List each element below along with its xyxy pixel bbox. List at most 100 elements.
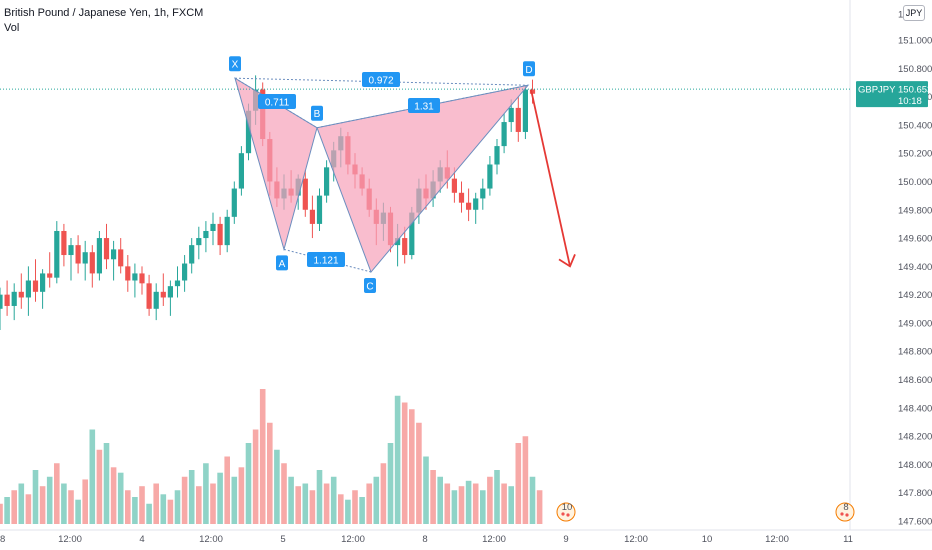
candle-body: [75, 245, 81, 264]
candle-body: [32, 280, 39, 292]
y-tick-label: 149.200: [898, 290, 932, 301]
volume-bar: [61, 483, 67, 524]
candle-body: [302, 178, 308, 210]
x-tick-label: 5: [280, 534, 285, 545]
volume-bar: [465, 480, 472, 524]
y-tick-label: 149.000: [898, 318, 932, 329]
candle-body: [118, 249, 124, 267]
volume-bar: [423, 456, 429, 524]
volume-bar: [409, 409, 415, 524]
x-tick-label: 4: [139, 534, 144, 545]
candle-body: [515, 107, 521, 132]
event-dot: [561, 512, 565, 516]
volume-bar: [494, 470, 500, 524]
volume-bar: [380, 463, 387, 524]
pattern-point-label: A: [279, 259, 286, 270]
candle-body: [139, 273, 145, 284]
x-tick-label: 11: [843, 534, 853, 545]
volume-bar: [238, 467, 245, 524]
volume-bar: [245, 443, 252, 524]
volume-bar: [103, 443, 110, 524]
volume-bar: [480, 490, 486, 524]
ratio-badge: [258, 94, 296, 109]
volume-bar: [125, 490, 131, 524]
volume-bar: [259, 389, 266, 524]
candle-body: [494, 146, 500, 165]
chart-legend: British Pound / Japanese Yen, 1h, FXCM V…: [4, 6, 203, 36]
candle-body: [466, 202, 472, 210]
y-tick-label: 149.600: [898, 234, 932, 245]
candle-body: [508, 107, 514, 123]
volume-bar: [529, 476, 536, 524]
candle-body: [4, 294, 10, 306]
volume-bar: [274, 449, 280, 524]
event-dot: [840, 512, 844, 516]
candle-body: [0, 294, 3, 309]
volume-bar: [139, 486, 145, 524]
volume-bar: [18, 483, 25, 524]
price-tag-countdown: 10:18: [898, 96, 922, 107]
ratio-badge: [362, 72, 400, 87]
event-badge-count: 8: [843, 502, 848, 513]
volume-bar: [501, 483, 507, 524]
volume-bar: [32, 470, 39, 524]
volume-bar: [387, 443, 394, 524]
volume-bar: [89, 429, 96, 524]
y-tick-label: 150.800: [898, 64, 932, 75]
volume-bar: [75, 499, 81, 524]
currency-badge[interactable]: JPY: [903, 5, 925, 21]
candle-body: [40, 273, 46, 292]
volume-bar: [472, 483, 479, 524]
volume-bar: [444, 483, 451, 524]
ratio-label: 0.972: [368, 76, 393, 87]
candle-body: [529, 89, 536, 94]
pattern-point-badge: [276, 255, 288, 271]
x-tick-label: 12:00: [58, 534, 82, 545]
volume-bar: [437, 476, 443, 524]
volume-indicator-label[interactable]: Vol: [4, 22, 20, 34]
y-tick-label: 149.400: [898, 262, 932, 273]
event-dot: [566, 513, 570, 517]
volume-bar: [487, 476, 493, 524]
candle-body: [324, 167, 330, 196]
volume-bar: [181, 476, 188, 524]
candle-body: [501, 122, 507, 147]
pattern-point-label: C: [366, 282, 373, 293]
candle-body: [111, 249, 117, 260]
candle-body: [182, 263, 188, 281]
candle-body: [160, 291, 166, 298]
volume-bar: [110, 467, 117, 524]
volume-bar: [288, 476, 294, 524]
volume-bar: [373, 476, 380, 524]
y-tick-label: 148.400: [898, 403, 932, 414]
x-tick-label: 12:00: [341, 534, 365, 545]
pattern-point-badge: [311, 105, 323, 121]
candle-body: [146, 283, 152, 309]
volume-bar: [174, 490, 181, 524]
pattern-point-badge: [364, 278, 376, 294]
candle-body: [395, 238, 401, 246]
y-tick-label: 148.000: [898, 460, 932, 471]
volume-bar: [210, 483, 216, 524]
candle-body: [89, 252, 95, 274]
candle-body: [245, 110, 252, 154]
candle-body: [480, 188, 486, 199]
volume-bar: [132, 497, 138, 524]
volume-bar: [359, 497, 365, 524]
volume-bar: [153, 483, 159, 524]
candle-body: [82, 252, 88, 264]
volume-bar: [352, 490, 358, 524]
pattern-point-label: X: [232, 60, 239, 71]
event-badge-icon: [556, 502, 576, 522]
price-tag: [856, 81, 928, 108]
candle-body: [11, 291, 17, 306]
volume-bar: [0, 503, 3, 524]
volume-bar: [203, 463, 209, 524]
pattern-point-label: D: [525, 65, 532, 76]
pattern-point-badge: [523, 61, 535, 77]
volume-bar: [160, 494, 167, 524]
harmonic-pattern[interactable]: X A B C D 0.711 1.121 1.31 0.972: [229, 56, 576, 294]
symbol-title[interactable]: British Pound / Japanese Yen, 1h, FXCM: [4, 7, 204, 19]
candle-body: [522, 89, 528, 132]
